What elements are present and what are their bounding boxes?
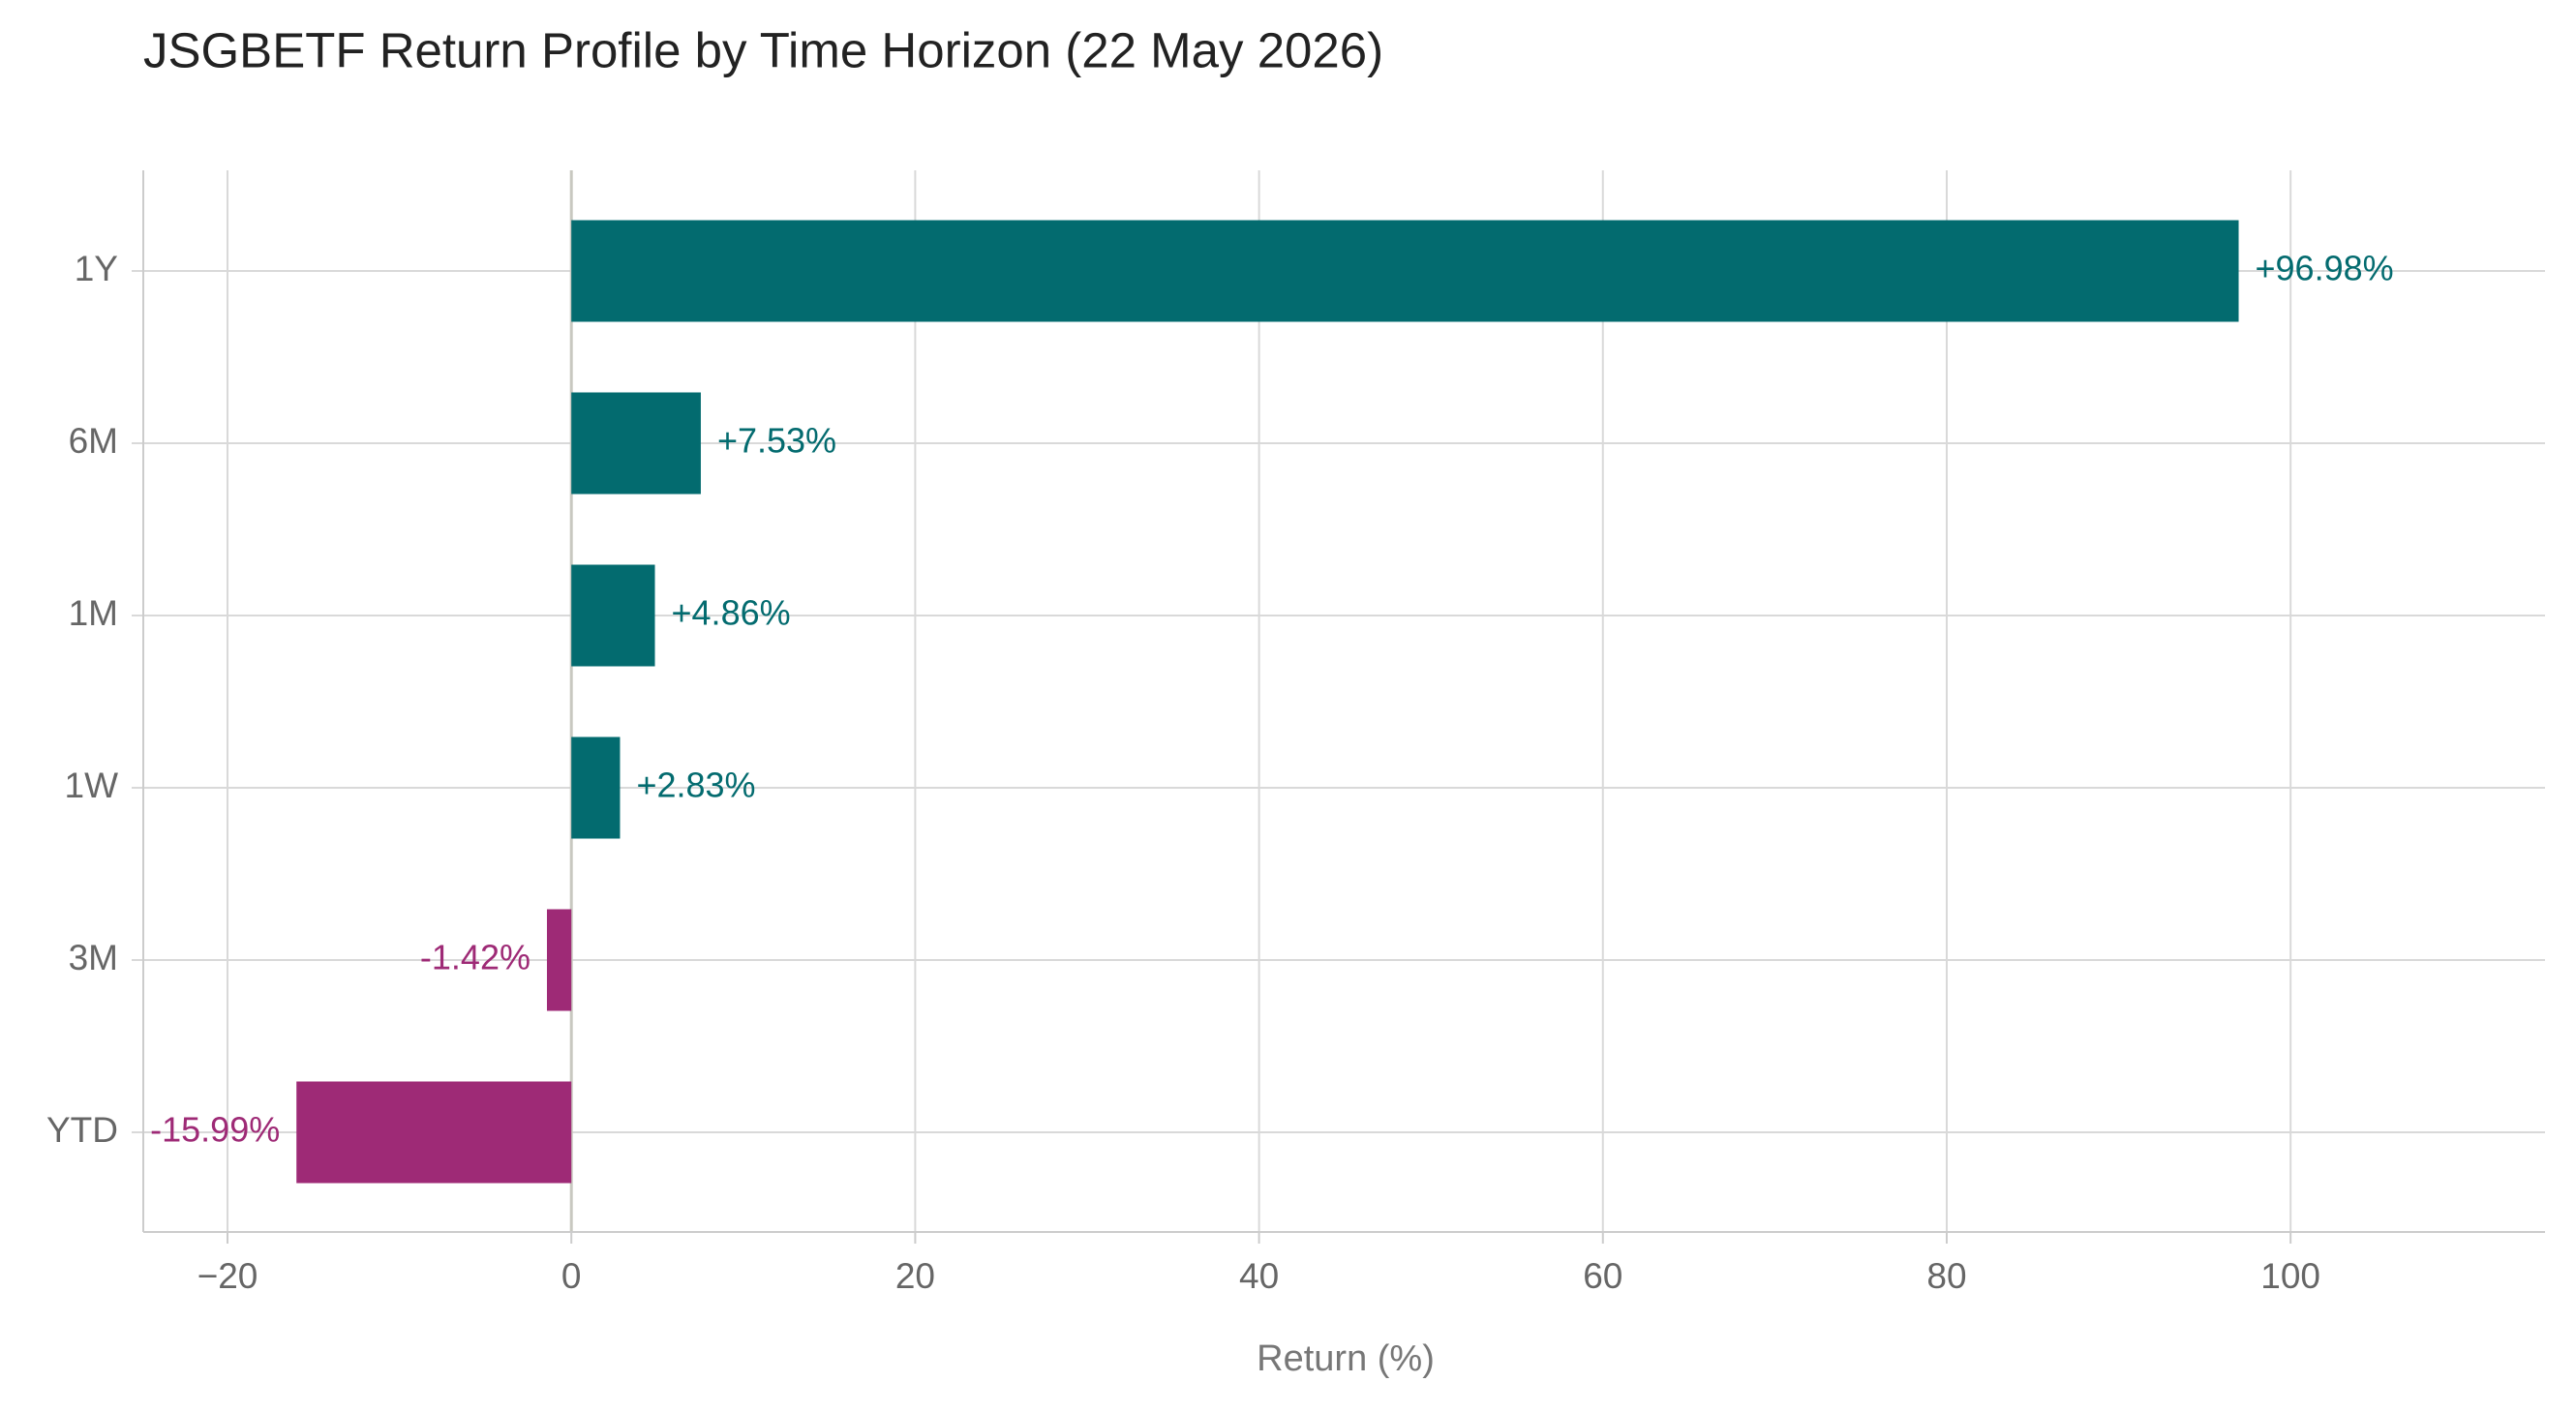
value-label: +2.83% bbox=[636, 766, 755, 805]
x-tick-label: 0 bbox=[561, 1256, 582, 1296]
y-tick-label: 6M bbox=[69, 421, 118, 461]
value-label: +7.53% bbox=[717, 421, 836, 461]
x-tick-label: 80 bbox=[1926, 1256, 1966, 1296]
x-tick-label: 40 bbox=[1239, 1256, 1279, 1296]
x-tick-label: −20 bbox=[197, 1256, 258, 1296]
y-tick-label: 1W bbox=[65, 766, 119, 805]
bar bbox=[571, 392, 701, 495]
bar bbox=[571, 564, 655, 667]
value-label: +4.86% bbox=[672, 593, 791, 633]
chart-title: JSGBETF Return Profile by Time Horizon (… bbox=[143, 22, 1383, 77]
value-label: -15.99% bbox=[150, 1110, 280, 1150]
x-tick-label: 60 bbox=[1583, 1256, 1622, 1296]
y-tick-label: YTD bbox=[46, 1110, 118, 1150]
value-label: +96.98% bbox=[2256, 249, 2394, 288]
x-tick-label: 20 bbox=[895, 1256, 935, 1296]
y-tick-label: 1Y bbox=[75, 249, 118, 288]
y-tick-label: 3M bbox=[69, 938, 118, 977]
bar bbox=[571, 220, 2239, 322]
bar bbox=[571, 736, 621, 839]
value-label: -1.42% bbox=[420, 938, 530, 977]
bar bbox=[546, 909, 572, 1011]
bar bbox=[296, 1081, 572, 1184]
y-tick-label: 1M bbox=[69, 593, 118, 633]
x-tick-label: 100 bbox=[2260, 1256, 2320, 1296]
x-axis-label: Return (%) bbox=[1257, 1338, 1435, 1379]
